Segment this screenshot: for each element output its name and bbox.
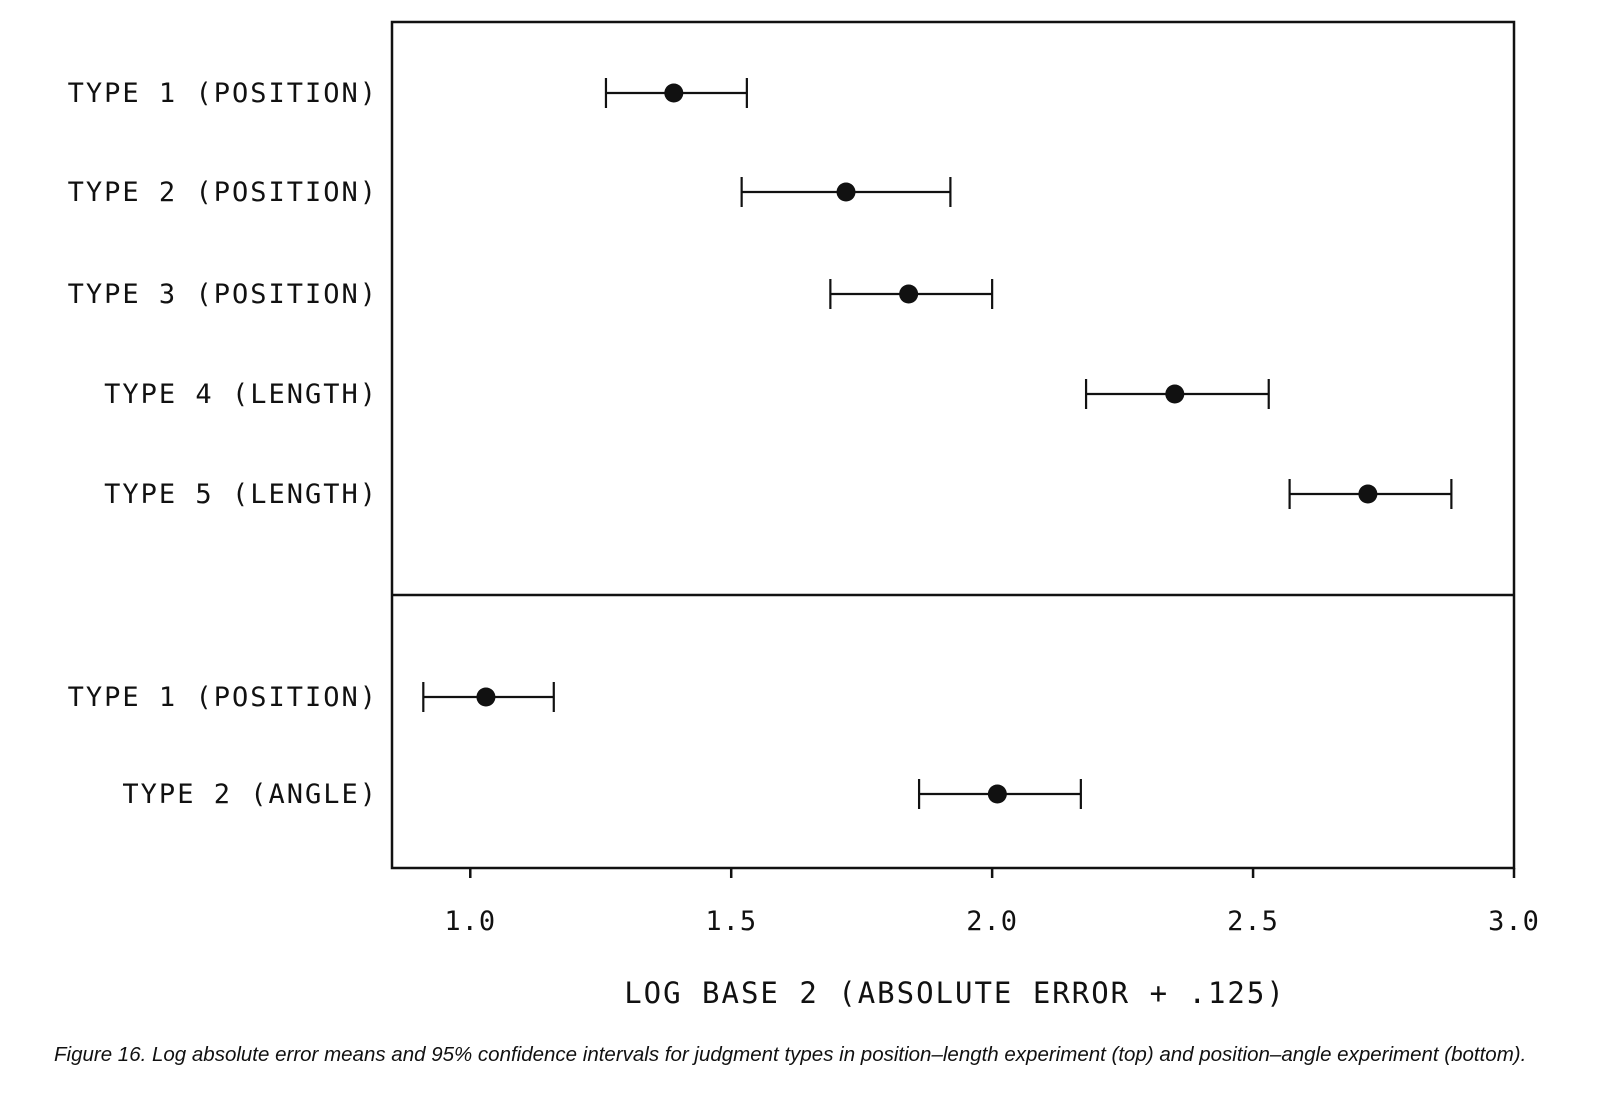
category-label: TYPE 1 (POSITION) bbox=[68, 682, 378, 713]
category-label: TYPE 2 (ANGLE) bbox=[122, 779, 378, 810]
data-row: TYPE 1 (POSITION) bbox=[68, 682, 555, 713]
x-tick-label: 1.5 bbox=[705, 906, 757, 937]
mean-point bbox=[899, 284, 919, 304]
mean-point bbox=[1358, 484, 1378, 504]
x-tick-label: 2.5 bbox=[1227, 906, 1279, 937]
category-label: TYPE 1 (POSITION) bbox=[68, 78, 378, 109]
mean-point bbox=[987, 784, 1007, 804]
category-label: TYPE 4 (LENGTH) bbox=[104, 379, 378, 410]
x-axis-label: LOG BASE 2 (ABSOLUTE ERROR + .125) bbox=[624, 976, 1286, 1010]
mean-point bbox=[1165, 384, 1185, 404]
x-tick-label: 3.0 bbox=[1488, 906, 1540, 937]
mean-point bbox=[836, 182, 856, 202]
data-row: TYPE 3 (POSITION) bbox=[68, 279, 994, 310]
plot-frame bbox=[390, 20, 1516, 870]
data-rows: TYPE 1 (POSITION) TYPE 2 (POSITION) TYPE 3… bbox=[68, 78, 1453, 810]
chart: 1.0 1.5 2.0 2.5 3.0 TYPE 1 (POSITION) TYPE 2 … bbox=[68, 20, 1540, 1010]
category-label: TYPE 2 (POSITION) bbox=[68, 177, 378, 208]
data-row: TYPE 2 (ANGLE) bbox=[122, 779, 1082, 810]
figure-caption: Figure 16. Log absolute error means and … bbox=[54, 1043, 1527, 1066]
data-row: TYPE 1 (POSITION) bbox=[68, 78, 748, 109]
x-tick-label: 2.0 bbox=[966, 906, 1018, 937]
category-label: TYPE 3 (POSITION) bbox=[68, 279, 378, 310]
data-row: TYPE 2 (POSITION) bbox=[68, 177, 952, 208]
mean-point bbox=[664, 83, 684, 103]
x-axis: 1.0 1.5 2.0 2.5 3.0 bbox=[444, 868, 1540, 937]
mean-point bbox=[476, 687, 496, 707]
category-label: TYPE 5 (LENGTH) bbox=[104, 479, 378, 510]
data-row: TYPE 5 (LENGTH) bbox=[104, 479, 1453, 510]
data-row: TYPE 4 (LENGTH) bbox=[104, 379, 1270, 410]
x-tick-label: 1.0 bbox=[444, 906, 496, 937]
